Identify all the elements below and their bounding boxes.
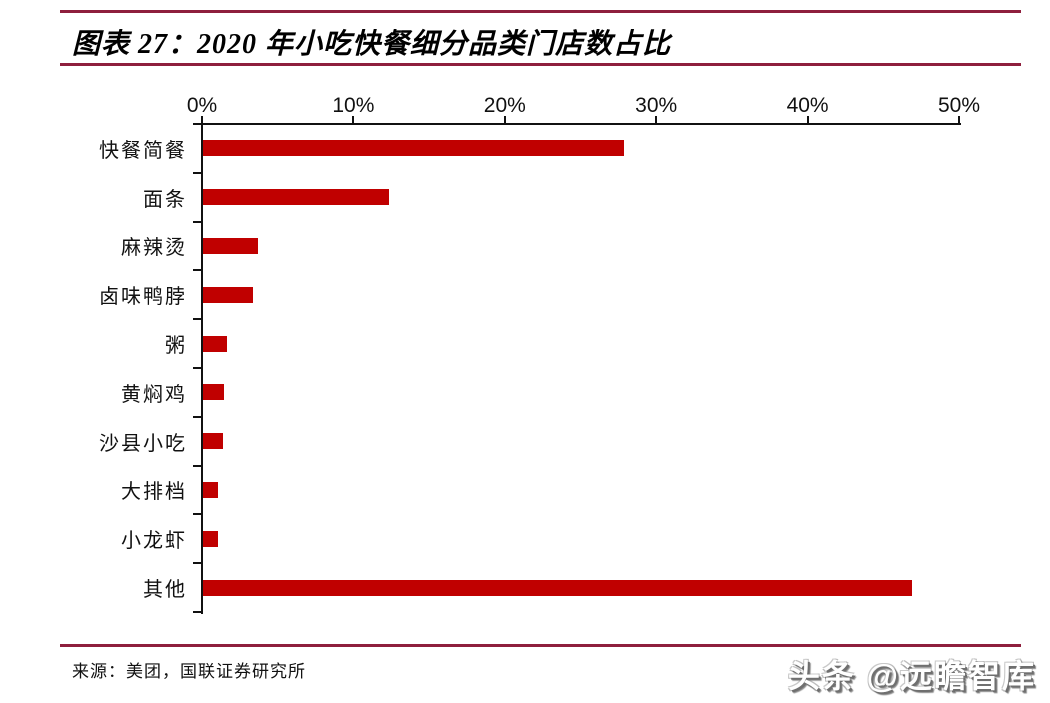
category-label: 面条 (143, 188, 187, 211)
bar-其他 (203, 579, 912, 596)
x-axis-line (202, 123, 961, 125)
watermark-text: 头条 @远瞻智库 (787, 658, 1036, 694)
y-tick-mark (193, 171, 201, 174)
y-tick-mark (193, 464, 201, 467)
bar-row (203, 319, 960, 368)
bar-row (203, 466, 960, 515)
bar-row (203, 222, 960, 271)
x-tick-mark (806, 116, 809, 123)
bar-沙县小吃 (203, 433, 223, 450)
category-axis-labels: 快餐简餐面条麻辣烫卤味鸭脖粥黄焖鸡沙县小吃大排档小龙虾其他 (60, 124, 187, 612)
bar-黄焖鸡 (203, 384, 225, 401)
y-tick-mark (193, 123, 201, 125)
bar-row (203, 514, 960, 563)
bar-粥 (203, 335, 228, 352)
bar-卤味鸭脖 (203, 286, 253, 303)
category-label: 粥 (165, 335, 187, 358)
y-tick-mark (193, 318, 201, 321)
x-tick-label: 0% (186, 94, 218, 117)
x-tick-mark (655, 116, 658, 123)
y-tick-mark (193, 220, 201, 223)
x-tick-label: 40% (786, 94, 829, 117)
bar-row (203, 124, 960, 173)
bar-麻辣烫 (203, 237, 258, 254)
bottom-divider (60, 644, 1021, 647)
figure-title: 图表 27：2020 年小吃快餐细分品类门店数占比 (72, 29, 672, 60)
bar-row (203, 368, 960, 417)
y-tick-mark (193, 513, 201, 516)
bar-小龙虾 (203, 530, 219, 547)
category-label: 卤味鸭脖 (99, 286, 187, 309)
source-note: 来源：美团，国联证券研究所 (72, 662, 306, 681)
x-tick-mark (201, 116, 203, 123)
y-tick-mark (193, 367, 201, 369)
category-label: 黄焖鸡 (121, 383, 187, 406)
title-divider (60, 63, 1021, 66)
category-label: 沙县小吃 (99, 432, 187, 455)
x-tick-mark (352, 116, 355, 123)
y-tick-mark (193, 562, 201, 565)
bar-快餐简餐 (203, 140, 624, 157)
category-label: 小龙虾 (121, 530, 187, 553)
bar-row (203, 563, 960, 612)
y-tick-mark (193, 269, 201, 272)
x-tick-mark (503, 116, 506, 123)
y-tick-mark (193, 415, 201, 418)
category-label: 麻辣烫 (121, 237, 187, 260)
bar-row (203, 173, 960, 222)
x-tick-label: 20% (483, 94, 526, 117)
top-divider (60, 10, 1021, 13)
bar-row (203, 417, 960, 466)
bar-plot-area (203, 124, 960, 612)
category-label: 大排档 (121, 481, 187, 504)
x-tick-label: 50% (937, 94, 981, 117)
y-axis-line (201, 123, 203, 614)
category-label: 快餐简餐 (99, 139, 187, 162)
x-tick-label: 30% (635, 94, 678, 117)
category-label: 其他 (143, 579, 187, 602)
x-tick-label: 10% (332, 94, 375, 117)
y-tick-mark (193, 611, 201, 613)
bar-面条 (203, 189, 390, 206)
bar-row (203, 270, 960, 319)
bar-大排档 (203, 481, 219, 498)
x-tick-mark (958, 116, 960, 123)
